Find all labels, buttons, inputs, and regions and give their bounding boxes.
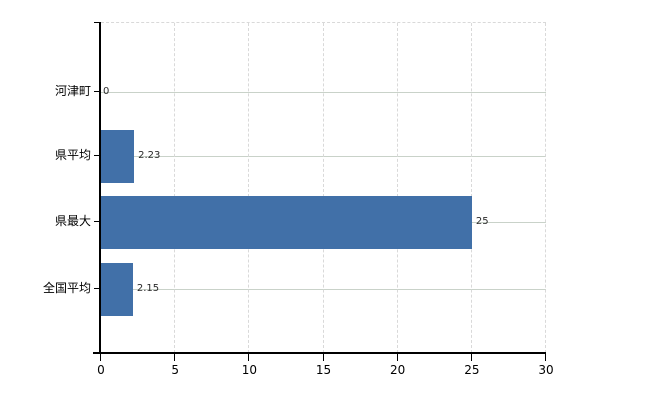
category-label: 県平均: [54, 148, 91, 162]
gridline-vertical: [396, 23, 398, 353]
plot-area: 0 2.23 25 2.15: [101, 22, 546, 353]
value-label: 2.23: [138, 150, 161, 161]
y-axis-line: [99, 22, 101, 353]
x-tick-label: 0: [97, 363, 105, 377]
value-label: 25: [475, 216, 489, 227]
category-label: 河津町: [54, 84, 91, 98]
x-axis-tick: [322, 354, 324, 361]
y-axis-top-tick: [94, 22, 100, 23]
gridline-vertical: [545, 23, 546, 353]
x-tick-label: 25: [464, 363, 480, 377]
gridline-vertical: [322, 23, 324, 353]
y-axis-tick: [94, 288, 100, 289]
gridline-vertical: [174, 23, 176, 353]
x-axis-tick: [470, 354, 472, 361]
y-axis-tick: [94, 155, 100, 156]
gridline-horizontal: [101, 156, 546, 157]
bar: [101, 263, 133, 316]
x-axis-tick: [174, 354, 176, 361]
x-axis-tick: [545, 354, 546, 361]
x-axis-line: [93, 352, 546, 354]
y-axis-tick: [94, 91, 100, 92]
gridline-horizontal: [101, 92, 546, 93]
y-axis-tick: [94, 221, 100, 222]
gridline-horizontal: [101, 289, 546, 290]
category-label: 県最大: [54, 214, 91, 228]
category-label: 全国平均: [42, 281, 91, 295]
gridline-vertical: [470, 23, 472, 353]
gridline-vertical: [248, 23, 250, 353]
x-axis-tick: [100, 354, 101, 361]
value-label: 2.15: [136, 283, 160, 294]
x-tick-label: 15: [315, 363, 332, 377]
x-tick-label: 30: [538, 363, 554, 377]
x-axis-tick: [396, 354, 398, 361]
x-axis-tick: [248, 354, 250, 361]
bar: [101, 130, 135, 183]
bar: [101, 196, 472, 249]
x-tick-label: 5: [171, 363, 179, 377]
x-tick-label: 10: [241, 363, 257, 377]
value-label: 0: [103, 86, 110, 97]
x-tick-label: 20: [390, 363, 406, 377]
